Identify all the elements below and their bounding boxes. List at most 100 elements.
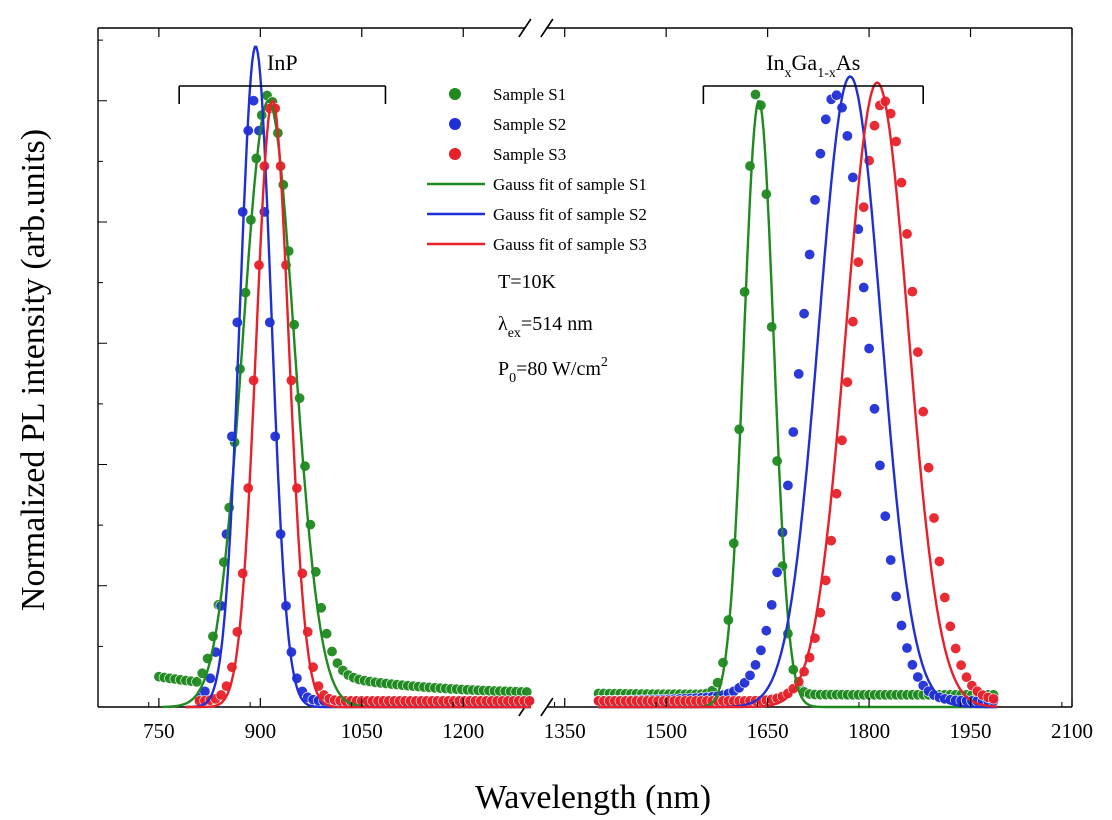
region-sub2: 1-x [817, 66, 836, 81]
data-point [987, 693, 999, 705]
legend-entry-3: Sample S3 [449, 145, 566, 164]
data-point [771, 455, 783, 467]
data-point [895, 619, 907, 631]
data-point [841, 376, 853, 388]
x-tick-label: 1200 [442, 719, 484, 743]
data-point [950, 642, 962, 654]
data-point [847, 171, 859, 183]
x-tick-label: 1050 [341, 719, 383, 743]
data-point [858, 281, 870, 293]
data-point [944, 620, 956, 632]
lambda-symbol: λ [498, 313, 508, 335]
power-label: P0=80 W/cm2 [498, 355, 608, 386]
lambda-value: =514 nm [521, 313, 593, 335]
region-label-1: InP [178, 50, 387, 104]
data-point [749, 659, 761, 671]
legend-label: Gauss fit of sample S1 [493, 175, 647, 194]
region-base: InP [267, 50, 298, 75]
region-tail: As [836, 50, 860, 75]
data-point [923, 462, 935, 474]
power-sup: 2 [601, 355, 608, 370]
data-point [766, 321, 778, 333]
data-point [917, 406, 929, 418]
legend-label: Sample S1 [493, 85, 566, 104]
x-axis-break-mark-b [540, 697, 554, 717]
region-label-2: InxGa1-xAs [702, 50, 924, 104]
region-base: In [766, 50, 784, 75]
legend-entry-2: Sample S2 [449, 115, 566, 134]
series-6 [185, 81, 998, 709]
data-point [955, 659, 967, 671]
data-point [960, 671, 972, 683]
legend-entry-1: Sample S1 [449, 85, 566, 104]
data-point [820, 113, 832, 125]
data-point [906, 659, 918, 671]
fit-line-segment-1 [185, 45, 531, 709]
region-sub1: x [785, 66, 792, 81]
x-tick-label: 750 [143, 719, 175, 743]
legend-entry-5: Gauss fit of sample S2 [427, 205, 647, 224]
data-point [885, 554, 897, 566]
data-point [912, 671, 924, 683]
data-point [831, 89, 843, 101]
data-point [302, 626, 314, 638]
data-point [744, 669, 756, 681]
data-point [326, 645, 338, 657]
x-tick-label: 1650 [747, 719, 789, 743]
legend-entry-6: Gauss fit of sample S3 [427, 235, 647, 254]
x-tick-label: 1950 [950, 719, 992, 743]
data-point [895, 177, 907, 189]
data-point [933, 555, 945, 567]
data-layer [153, 45, 999, 709]
axes-layer: 750 900 1050 1200 1350 1500 1650 1800 1950 2100 [98, 28, 1093, 743]
data-point [798, 308, 810, 320]
data-point [760, 625, 772, 637]
legend-label: Sample S2 [493, 115, 566, 134]
data-point [804, 249, 816, 261]
region-mid: Ga [792, 50, 818, 75]
legend-entry-4: Gauss fit of sample S1 [427, 175, 647, 194]
data-point [755, 644, 767, 656]
data-point [787, 426, 799, 438]
legend: Sample S1 Sample S2 Sample S3 Gauss fit of … [427, 85, 647, 254]
top-axis-break-mark-b [540, 18, 554, 38]
legend-label: Gauss fit of sample S2 [493, 205, 647, 224]
data-point [231, 626, 243, 638]
fit-line-segment-1 [162, 99, 531, 709]
region-name: InP [267, 50, 298, 75]
data-point [793, 368, 805, 380]
data-point [901, 642, 913, 654]
legend-label: Sample S3 [493, 145, 566, 164]
data-point [939, 591, 951, 603]
power-base: P [498, 358, 509, 380]
data-point [809, 194, 821, 206]
x-tick-label: 900 [245, 719, 277, 743]
data-point [771, 566, 783, 578]
fit-line-segment-2 [598, 81, 998, 709]
x-axis-title: Wavelength (nm) [475, 779, 711, 816]
data-point [814, 148, 826, 160]
x-tick-label: 1350 [544, 719, 586, 743]
region-name: InxGa1-xAs [766, 50, 860, 81]
data-point [836, 434, 848, 446]
data-point [858, 201, 870, 213]
data-point [331, 657, 343, 669]
region-labels: InP InxGa1-xAs [178, 50, 924, 104]
data-point [749, 89, 761, 101]
data-point [874, 459, 886, 471]
data-point [890, 590, 902, 602]
data-point [191, 676, 203, 688]
data-point [901, 228, 913, 240]
power-value: =80 W/cm [516, 358, 601, 380]
power-sub: 0 [509, 371, 516, 386]
legend-marker [449, 118, 461, 130]
data-point [264, 316, 276, 328]
data-point [296, 567, 308, 579]
data-point [847, 316, 859, 328]
data-point [231, 316, 243, 328]
data-point [523, 695, 535, 707]
y-axis-title: Normalized PL intensity (arb.units) [15, 129, 52, 611]
data-point [852, 256, 864, 268]
data-point [299, 460, 311, 472]
